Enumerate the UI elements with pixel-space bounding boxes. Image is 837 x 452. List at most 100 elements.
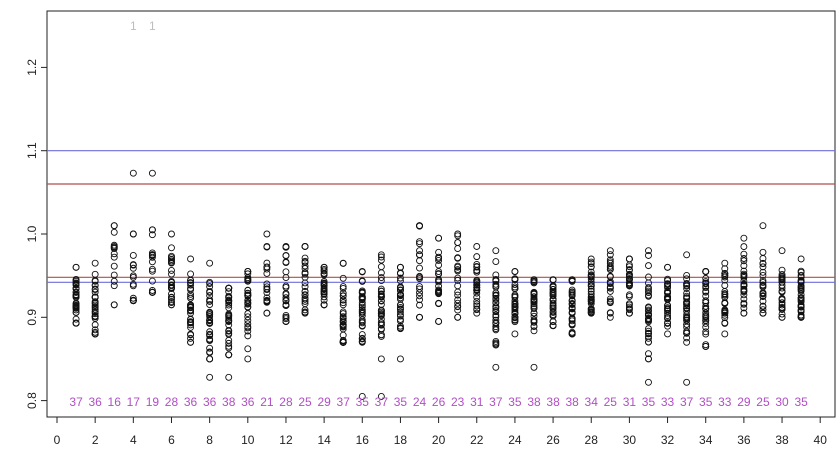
data-point: [645, 316, 652, 324]
data-point: [454, 306, 462, 314]
data-point: [511, 313, 519, 321]
data-point: [187, 276, 195, 284]
data-point: [568, 330, 576, 338]
data-point: [282, 243, 290, 251]
data-point: [396, 283, 404, 291]
data-point: [492, 280, 500, 288]
data-point: [606, 309, 614, 317]
data-point: [244, 355, 252, 363]
data-point: [473, 293, 481, 301]
data-point: [225, 339, 233, 347]
data-point: [168, 267, 175, 274]
data-point: [778, 288, 786, 296]
x-tick-label: 6: [168, 433, 175, 447]
data-point: [110, 250, 118, 258]
data-point: [492, 363, 500, 371]
data-point: [358, 299, 366, 307]
data-point: [301, 265, 309, 273]
data-point: [587, 258, 595, 266]
data-point: [377, 297, 385, 305]
data-point: [664, 275, 672, 283]
count-label: 37: [680, 395, 694, 409]
x-tick-label: 22: [470, 433, 484, 447]
data-point: [148, 226, 156, 234]
data-point: [282, 252, 290, 260]
data-point: [625, 263, 633, 271]
data-point: [263, 285, 271, 293]
data-point: [168, 279, 175, 286]
data-point: [702, 288, 710, 296]
data-point: [511, 302, 519, 310]
data-point: [473, 243, 481, 250]
data-point: [358, 318, 366, 326]
plot-frame: [46, 10, 836, 418]
data-point: [377, 332, 385, 340]
x-tick-label: 24: [508, 433, 522, 447]
data-point: [339, 296, 347, 304]
data-point: [587, 297, 595, 305]
data-point: [187, 270, 195, 278]
data-point: [435, 288, 443, 296]
data-point: [206, 355, 214, 363]
data-point: [187, 338, 195, 346]
data-point: [473, 302, 481, 310]
data-point: [148, 265, 156, 273]
data-point: [377, 355, 385, 363]
data-point: [168, 284, 175, 292]
data-point: [72, 284, 80, 292]
data-point: [549, 299, 557, 307]
data-point: [568, 276, 576, 284]
data-point: [206, 373, 214, 381]
data-point: [587, 268, 595, 276]
data-point: [377, 263, 385, 271]
data-point: [244, 332, 252, 340]
data-point: [339, 283, 347, 290]
data-point: [797, 291, 805, 299]
data-point: [740, 270, 748, 278]
data-point: [587, 255, 595, 263]
data-point: [778, 273, 786, 280]
y-tick-label: 1.2: [25, 59, 39, 76]
data-point: [339, 284, 347, 292]
data-point: [244, 291, 252, 299]
data-point: [358, 277, 366, 285]
data-point: [129, 169, 137, 177]
count-label: 28: [165, 395, 179, 409]
data-point: [339, 292, 347, 300]
data-point: [702, 341, 710, 349]
data-point: [168, 230, 175, 238]
data-point: [148, 267, 156, 275]
data-point: [606, 265, 614, 273]
data-point: [511, 268, 519, 276]
data-point: [606, 287, 614, 295]
data-point: [683, 313, 691, 321]
data-point: [358, 335, 366, 343]
data-point: [645, 310, 652, 318]
data-point: [129, 264, 137, 272]
data-point: [377, 325, 385, 333]
data-point: [721, 291, 729, 299]
data-point: [645, 334, 652, 342]
data-point: [530, 309, 538, 317]
data-point: [339, 274, 347, 282]
data-point: [416, 251, 423, 259]
data-point: [206, 297, 214, 305]
data-point: [339, 260, 347, 267]
data-point: [645, 306, 652, 314]
data-point: [206, 278, 214, 286]
data-point: [72, 280, 80, 288]
data-point: [187, 279, 195, 286]
x-tick-label: 12: [279, 433, 293, 447]
count-label: 35: [394, 395, 408, 409]
x-tick-label: 14: [317, 433, 331, 447]
data-point: [148, 231, 156, 239]
data-point: [187, 293, 195, 300]
data-point: [530, 305, 538, 313]
count-label: 37: [489, 395, 503, 409]
data-point: [377, 290, 385, 298]
data-point: [454, 288, 462, 296]
data-point: [225, 373, 233, 381]
data-point: [168, 244, 175, 252]
data-point: [454, 276, 462, 284]
data-point: [377, 269, 385, 277]
